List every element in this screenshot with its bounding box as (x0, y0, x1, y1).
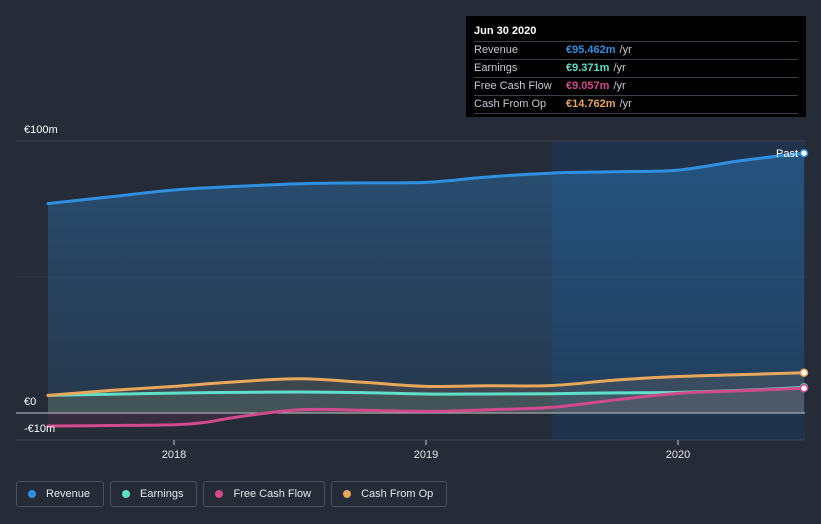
x-tick-label: 2020 (666, 449, 690, 461)
legend-item-earnings[interactable]: Earnings (110, 481, 198, 507)
legend-label: Earnings (140, 488, 184, 500)
x-tick-label: 2019 (414, 449, 438, 461)
x-tick-label: 2018 (162, 449, 186, 461)
revenue-end-marker (799, 148, 809, 158)
legend: Revenue Earnings Free Cash Flow Cash Fro… (16, 481, 448, 507)
revenue-line (46, 151, 806, 206)
legend-label: Revenue (46, 488, 91, 500)
tooltip-title: Jun 30 2020 (474, 24, 798, 42)
legend-item-free-cash-flow[interactable]: Free Cash Flow (203, 481, 326, 507)
line-layer (46, 151, 806, 428)
dot-icon (122, 490, 131, 498)
dot-icon (215, 490, 224, 498)
tooltip-row-earnings: Earnings €9.371m /yr (474, 60, 798, 78)
marker-layer (799, 148, 809, 393)
tooltip: Jun 30 2020 Revenue €95.462m /yr Earning… (466, 16, 806, 117)
y-tick-label: €0 (24, 396, 36, 408)
cash-from-op-line (46, 371, 806, 397)
free-cash-flow-line (46, 386, 806, 428)
dot-icon (343, 490, 352, 498)
y-tick-label: €100m (24, 124, 58, 136)
tooltip-row-cash-from-op: Cash From Op €14.762m /yr (474, 96, 798, 114)
legend-label: Cash From Op (361, 488, 434, 500)
tooltip-row-label: Earnings (474, 62, 518, 74)
tooltip-row-label: Free Cash Flow (474, 80, 552, 92)
tooltip-row-value: €9.371m (566, 62, 610, 74)
legend-label: Free Cash Flow (233, 488, 312, 500)
legend-item-revenue[interactable]: Revenue (16, 481, 105, 507)
past-label: Past (776, 148, 798, 160)
tooltip-row-unit: /yr (619, 44, 632, 56)
tooltip-row-value: €95.462m (566, 44, 616, 56)
tooltip-row-unit: /yr (613, 80, 626, 92)
tooltip-row-value: €9.057m (566, 80, 610, 92)
cash-from-op-end-marker (799, 368, 809, 377)
free-cash-flow-end-marker (799, 383, 809, 393)
axis-layer: €100m €0 -€10m 2018 2019 2020 Past (24, 124, 798, 461)
tooltip-row-unit: /yr (619, 98, 632, 110)
legend-item-cash-from-op[interactable]: Cash From Op (331, 481, 448, 507)
y-tick-label: -€10m (24, 423, 55, 435)
tooltip-row-free-cash-flow: Free Cash Flow €9.057m /yr (474, 78, 798, 96)
tooltip-row-unit: /yr (613, 62, 626, 74)
revenue-area (48, 153, 804, 414)
tooltip-row-revenue: Revenue €95.462m /yr (474, 42, 798, 60)
tooltip-row-value: €14.762m (566, 98, 616, 110)
tooltip-row-label: Revenue (474, 44, 519, 56)
dot-icon (28, 490, 36, 498)
tooltip-row-label: Cash From Op (474, 98, 547, 110)
